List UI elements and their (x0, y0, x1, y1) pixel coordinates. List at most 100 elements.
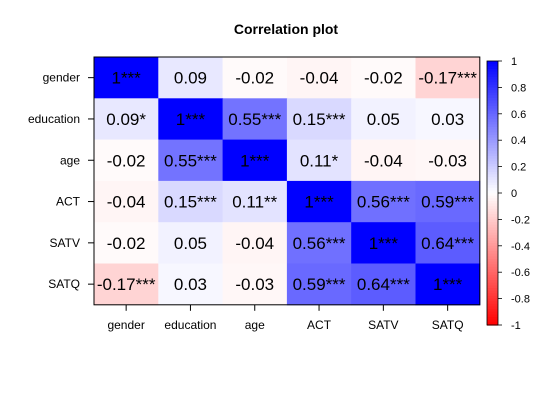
color-bar-segment (487, 156, 498, 160)
color-bar-segment (487, 124, 498, 128)
color-bar-segment (487, 84, 498, 88)
color-bar-tick-label: -0.6 (511, 267, 530, 279)
color-bar-tick-label: -1 (511, 320, 521, 332)
color-bar-segment (487, 208, 498, 213)
color-bar-tick-label: 1 (511, 56, 517, 68)
color-bar-segment (487, 182, 498, 186)
color-bar-segment (487, 190, 498, 194)
heatmap-cell (286, 139, 352, 182)
color-bar-segment (487, 200, 498, 205)
heatmap-cell (94, 222, 159, 264)
color-bar-segment (487, 253, 498, 257)
color-bar-segment (487, 111, 498, 115)
color-bar-segment (487, 63, 498, 67)
cell-value-label: -0.03 (235, 275, 274, 294)
color-bar-segment (487, 150, 498, 154)
color-bar-segment (487, 240, 498, 244)
row-tick-label: ACT (56, 195, 81, 209)
color-bar-segment (487, 108, 498, 112)
heatmap-cell (415, 139, 481, 182)
column-tick-label: ACT (307, 318, 332, 332)
color-bar-segment (487, 92, 498, 96)
color-bar-segment (487, 322, 498, 326)
row-tick-labels: gender education age ACT SATV SATQ (28, 71, 94, 291)
color-bar-tick-label: 0.8 (511, 82, 526, 94)
color-bar-segment (487, 298, 498, 302)
heatmap-cell (415, 57, 481, 99)
color-bar-segment (487, 153, 498, 157)
heatmap-cell (94, 139, 159, 182)
color-bar-segment (487, 229, 498, 234)
heatmap-cell (351, 222, 416, 264)
color-bar-segment (487, 177, 498, 181)
color-bar-segment (487, 169, 498, 173)
color-bar-segment (487, 259, 498, 263)
heatmap-cell (351, 180, 416, 223)
color-bar-segment (487, 132, 498, 136)
color-bar-tick-label: 0.2 (511, 162, 526, 174)
chart-title: Correlation plot (234, 21, 339, 37)
color-bar-segment (487, 211, 498, 215)
color-bar-segment (487, 206, 498, 210)
cell-value-label: 0.56*** (293, 234, 346, 253)
cell-value-label: -0.02 (364, 69, 403, 88)
heatmap-cell (222, 98, 288, 141)
heatmap-cell (222, 180, 288, 223)
color-bar-segment (487, 71, 498, 75)
color-bar-segment (487, 285, 498, 289)
column-tick-label: SATV (368, 318, 398, 332)
color-bar-tick-label: -0.4 (511, 241, 530, 253)
color-bar-segment (487, 66, 498, 70)
color-bar-segment (487, 269, 498, 273)
color-bar-segment (487, 148, 498, 152)
cell-value-label: 0.09 (174, 69, 207, 88)
cell-value-label: 0.64*** (421, 234, 474, 253)
color-bar-segment (487, 243, 498, 247)
heatmap-cell (286, 98, 352, 141)
color-bar-segment (487, 261, 498, 265)
color-bar-segment (487, 166, 498, 170)
color-bar-segment (487, 113, 498, 118)
heatmap-cell (158, 222, 224, 264)
cell-value-label: 0.11* (300, 151, 339, 170)
cell-value-label: 0.09* (106, 110, 146, 129)
color-bar-segment (487, 303, 498, 308)
cell-value-label: -0.02 (107, 151, 146, 170)
color-bar-segment (487, 97, 498, 102)
row-tick-label: SATQ (48, 277, 80, 291)
color-bar-segment (487, 129, 498, 133)
heatmap-cell (351, 57, 416, 99)
color-bar-segment (487, 251, 498, 255)
color-bar-segment (487, 219, 498, 223)
cell-value-label: 0.15*** (164, 193, 217, 212)
cell-value-label: 1*** (304, 193, 334, 212)
cell-value-label: -0.17*** (97, 275, 156, 294)
column-tick-label: age (245, 318, 265, 332)
row-tick-label: gender (43, 71, 80, 85)
color-bar-segment (487, 61, 498, 65)
cell-value-label: -0.17*** (418, 69, 477, 88)
cell-value-label: 0.59*** (421, 193, 474, 212)
color-bar-segment (487, 282, 498, 286)
color-bar-segment (487, 145, 498, 149)
heatmap-cell (351, 98, 416, 141)
color-bar-tick-label: -0.8 (511, 294, 530, 306)
row-tick-label: education (28, 112, 80, 126)
color-bar-segment (487, 134, 498, 139)
cell-value-label: -0.03 (428, 151, 467, 170)
cell-value-label: 0.11** (232, 193, 277, 212)
cell-value-label: 1*** (111, 69, 141, 88)
heatmap-cells: 1*** 0.09 -0.02 -0.04 -0.02 -0.17*** 0.09* 1***… (93, 56, 481, 306)
color-bar-tick-label: 0.4 (511, 135, 526, 147)
row-tick-label: age (60, 153, 80, 167)
color-bar-segment (487, 272, 498, 276)
color-bar: 1 0.8 0.6 0.4 0.2 0 -0.2 -0.4 -0.6 -0.8 -1 (486, 56, 530, 332)
color-bar-segment (487, 309, 498, 313)
color-bar-segment (487, 311, 498, 316)
color-bar-segment (487, 227, 498, 231)
heatmap-cell (158, 180, 224, 223)
heatmap-cell (351, 139, 416, 182)
heatmap-cell (94, 180, 159, 223)
color-bar-segment (487, 82, 498, 86)
cell-value-label: 1*** (240, 151, 270, 170)
